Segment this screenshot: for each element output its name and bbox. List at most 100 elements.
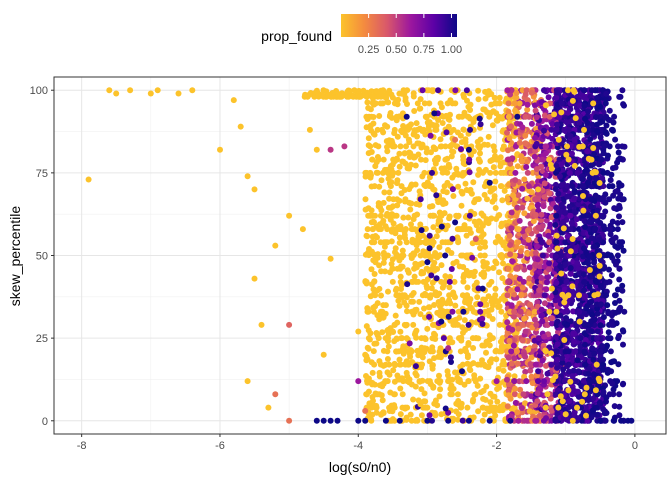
data-point (538, 143, 545, 150)
data-point (584, 148, 591, 155)
data-point (453, 165, 460, 172)
data-point (600, 169, 607, 176)
data-point (575, 201, 582, 208)
data-point (417, 311, 424, 318)
data-point (603, 95, 610, 102)
data-point (599, 196, 606, 203)
data-point (605, 329, 612, 336)
data-point (485, 133, 492, 140)
data-point (496, 321, 503, 328)
data-point (522, 132, 529, 139)
data-point (368, 207, 375, 214)
data-point (438, 411, 445, 418)
data-point (378, 411, 385, 418)
data-point (612, 300, 618, 306)
data-point (320, 417, 327, 424)
data-point (370, 286, 377, 293)
data-point (587, 273, 594, 280)
data-point (411, 108, 418, 114)
data-point (398, 183, 405, 190)
data-point (470, 360, 477, 367)
data-point (417, 401, 424, 408)
data-point (547, 221, 554, 228)
data-point (418, 361, 425, 368)
data-point (588, 298, 595, 305)
data-point (535, 207, 542, 214)
data-point (483, 301, 490, 308)
data-point (465, 146, 472, 153)
data-point (414, 417, 421, 424)
data-point (492, 285, 499, 292)
data-point (531, 343, 538, 350)
data-point (456, 113, 463, 120)
data-point (492, 205, 499, 211)
data-point (597, 348, 604, 355)
data-point (438, 318, 445, 325)
data-point (569, 417, 576, 424)
data-point (589, 87, 595, 94)
data-point (580, 193, 586, 199)
data-point (515, 192, 522, 199)
data-point (486, 179, 493, 186)
data-point (386, 113, 393, 120)
data-point (474, 294, 481, 301)
data-point (491, 193, 498, 200)
data-point (596, 262, 603, 269)
data-point (534, 243, 541, 250)
data-point (396, 302, 403, 309)
data-point (417, 221, 424, 228)
data-point (508, 302, 515, 309)
data-point (606, 107, 613, 114)
data-point (525, 183, 532, 190)
data-point (404, 267, 411, 274)
data-point (325, 91, 332, 98)
data-point (607, 226, 614, 233)
data-point (628, 417, 635, 424)
data-point (571, 338, 578, 345)
data-point (547, 161, 554, 168)
data-point (506, 337, 513, 344)
data-point (445, 161, 452, 168)
data-point (422, 157, 429, 164)
data-point (408, 278, 415, 285)
data-point (581, 278, 588, 285)
data-point (480, 296, 487, 303)
data-point (615, 149, 622, 156)
data-point (531, 308, 538, 315)
data-point (459, 324, 466, 331)
data-point (516, 217, 523, 224)
data-point (498, 239, 505, 246)
data-point (609, 380, 616, 387)
data-point (580, 212, 587, 219)
data-point (470, 414, 477, 421)
data-point (593, 278, 600, 285)
data-point (422, 336, 429, 343)
data-point (563, 278, 570, 285)
data-point (408, 381, 415, 388)
data-point (396, 197, 403, 204)
data-point (558, 161, 565, 168)
data-point (513, 265, 520, 272)
data-point (553, 279, 560, 286)
data-point (591, 292, 598, 299)
data-point (593, 361, 600, 368)
data-point (363, 278, 370, 285)
data-point (514, 163, 521, 170)
data-point (546, 266, 552, 273)
data-point (457, 348, 464, 355)
data-point (437, 386, 444, 393)
data-point (393, 285, 400, 292)
data-point (446, 116, 453, 123)
data-point (607, 252, 614, 259)
data-point (389, 143, 396, 150)
data-point (397, 361, 404, 368)
data-point (448, 153, 455, 160)
data-point (492, 412, 499, 419)
data-point (272, 242, 279, 249)
data-point (480, 263, 487, 270)
data-point (597, 103, 604, 110)
data-point (602, 100, 609, 107)
data-point (524, 195, 531, 202)
data-point (597, 134, 604, 141)
data-point (567, 133, 574, 140)
